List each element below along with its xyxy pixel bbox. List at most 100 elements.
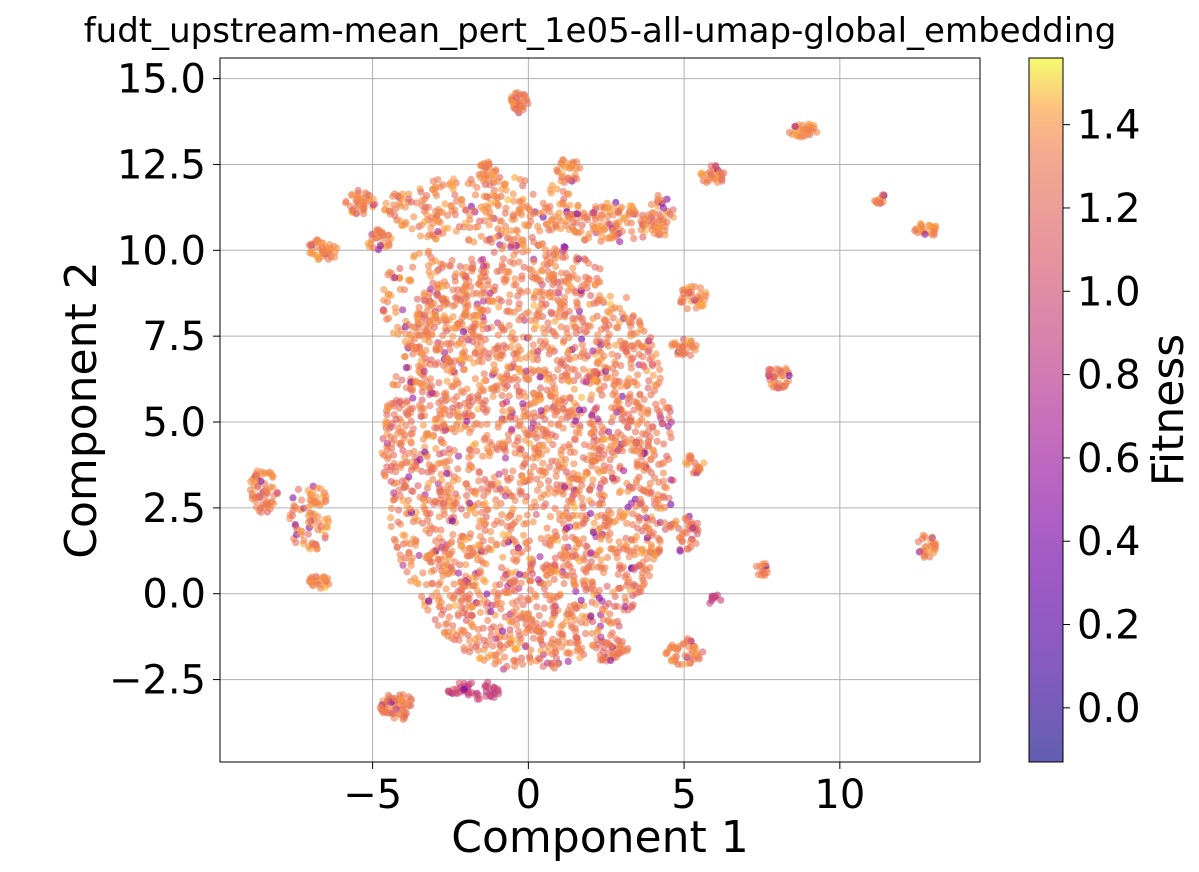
data-point [514,233,522,242]
data-point [496,648,504,656]
data-point [369,195,377,203]
data-point [397,556,405,564]
data-point [432,268,441,276]
data-point [537,647,545,655]
data-point [423,192,431,200]
data-point [635,473,643,481]
data-point [507,243,515,251]
data-point [625,553,633,561]
data-point [423,432,431,440]
data-point [530,209,538,218]
data-point [543,386,551,394]
data-point [772,365,781,373]
data-point [476,217,484,225]
data-point [616,238,624,246]
data-point [573,634,581,642]
data-point [440,507,448,515]
data-point [507,579,516,587]
data-point [634,512,642,520]
data-point [409,394,417,402]
data-point [620,440,628,448]
data-point [456,402,464,410]
data-point [442,585,450,593]
data-point [595,346,603,354]
data-point [549,380,557,388]
data-point [450,580,458,588]
data-point [641,504,649,512]
data-point [419,350,427,358]
data-point [481,499,489,508]
data-point [662,404,670,412]
data-point [478,485,486,493]
data-point [871,197,879,205]
data-point [529,341,537,349]
data-point [785,128,794,136]
data-point [539,459,547,467]
data-point [631,563,639,572]
data-point [457,354,465,362]
data-point [667,500,675,508]
data-point [479,452,487,460]
data-point [437,470,445,478]
data-point [601,322,609,330]
data-point [562,221,570,229]
data-point [649,371,658,379]
data-point [273,488,281,497]
data-point [579,535,588,543]
colorbar-tick-label: 0.8 [1077,353,1141,399]
data-point [434,556,442,564]
data-point [620,214,628,223]
data-point [674,660,682,668]
data-point [490,248,498,256]
data-point [530,294,538,302]
data-point [379,307,387,315]
data-point [503,474,511,482]
data-point [650,209,658,217]
data-point [623,581,631,590]
data-point [596,524,604,532]
data-point [434,227,442,236]
data-point [475,313,483,321]
data-point [479,297,487,305]
data-point [308,240,316,248]
data-point [539,563,547,572]
data-point [611,602,619,611]
data-point [509,467,517,475]
data-point [507,492,515,500]
data-point [485,236,493,244]
data-point [511,89,519,98]
data-point [483,590,491,598]
data-point [545,226,553,234]
data-point [484,281,492,289]
data-point [494,331,502,339]
data-point [587,549,595,557]
data-point [459,328,467,336]
data-point [651,216,659,224]
data-point [427,375,435,383]
data-point [481,397,490,405]
data-point [647,469,656,477]
data-point [480,492,488,500]
data-point [782,364,790,373]
data-point [300,536,308,545]
data-point [484,544,492,552]
data-point [467,327,475,335]
data-point [421,297,429,305]
data-point [547,189,555,197]
data-point [513,621,521,629]
data-point [644,406,652,414]
data-point [478,358,486,366]
data-point [385,242,393,250]
data-point [529,634,538,642]
data-point [620,467,628,475]
x-axis-label: Component 1 [451,812,748,863]
data-point [622,509,630,517]
data-point [457,598,466,606]
data-point [587,612,595,621]
data-point [457,387,465,395]
data-point [502,536,510,544]
data-point [297,527,305,535]
data-point [536,480,544,488]
data-point [468,180,476,188]
data-point [417,232,425,240]
